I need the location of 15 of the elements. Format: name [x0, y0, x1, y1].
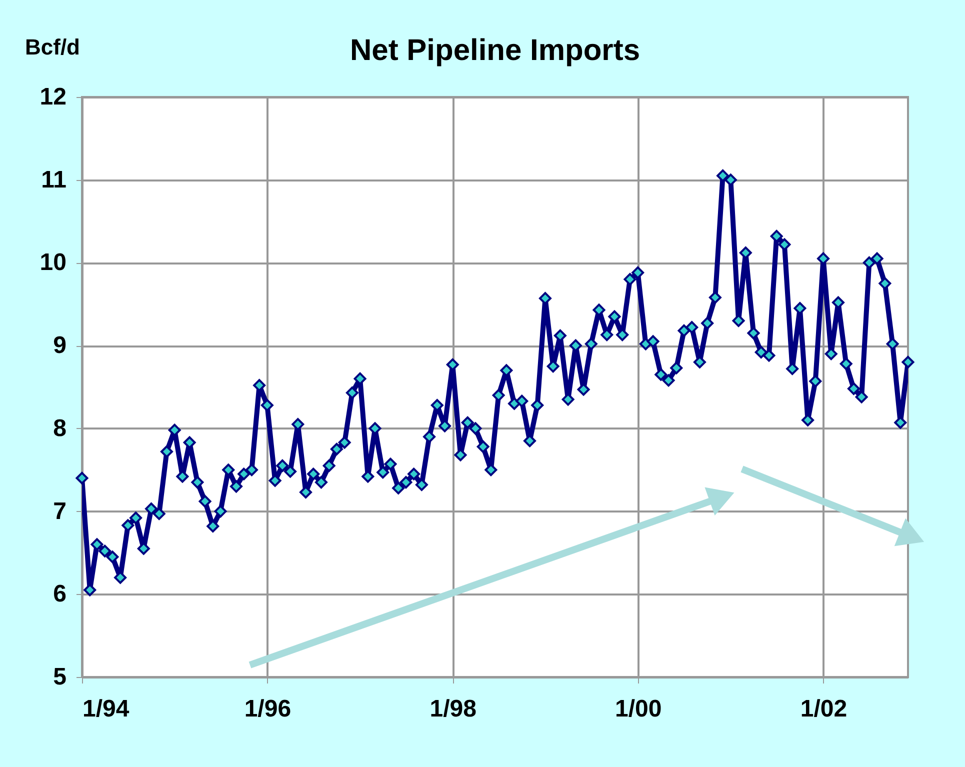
x-tick-label: 1/00 — [614, 696, 662, 722]
y-tick-label: 9 — [53, 332, 66, 360]
x-tick-label: 1/94 — [82, 696, 130, 722]
y-tick-label: 6 — [53, 580, 66, 608]
y-axis-title: Bcf/d — [25, 34, 80, 60]
x-tick-label: 1/02 — [800, 696, 848, 722]
y-tick-label: 11 — [41, 166, 66, 194]
chart-title: Net Pipeline Imports — [350, 34, 640, 67]
y-tick-label: 12 — [40, 84, 66, 110]
y-tick-label: 7 — [53, 498, 66, 525]
x-tick-label: 1/96 — [244, 696, 292, 722]
y-tick-label: 5 — [53, 664, 66, 690]
y-tick-label: 8 — [53, 414, 66, 442]
x-tick-label: 1/98 — [430, 696, 476, 722]
y-tick-label: 10 — [40, 249, 66, 276]
